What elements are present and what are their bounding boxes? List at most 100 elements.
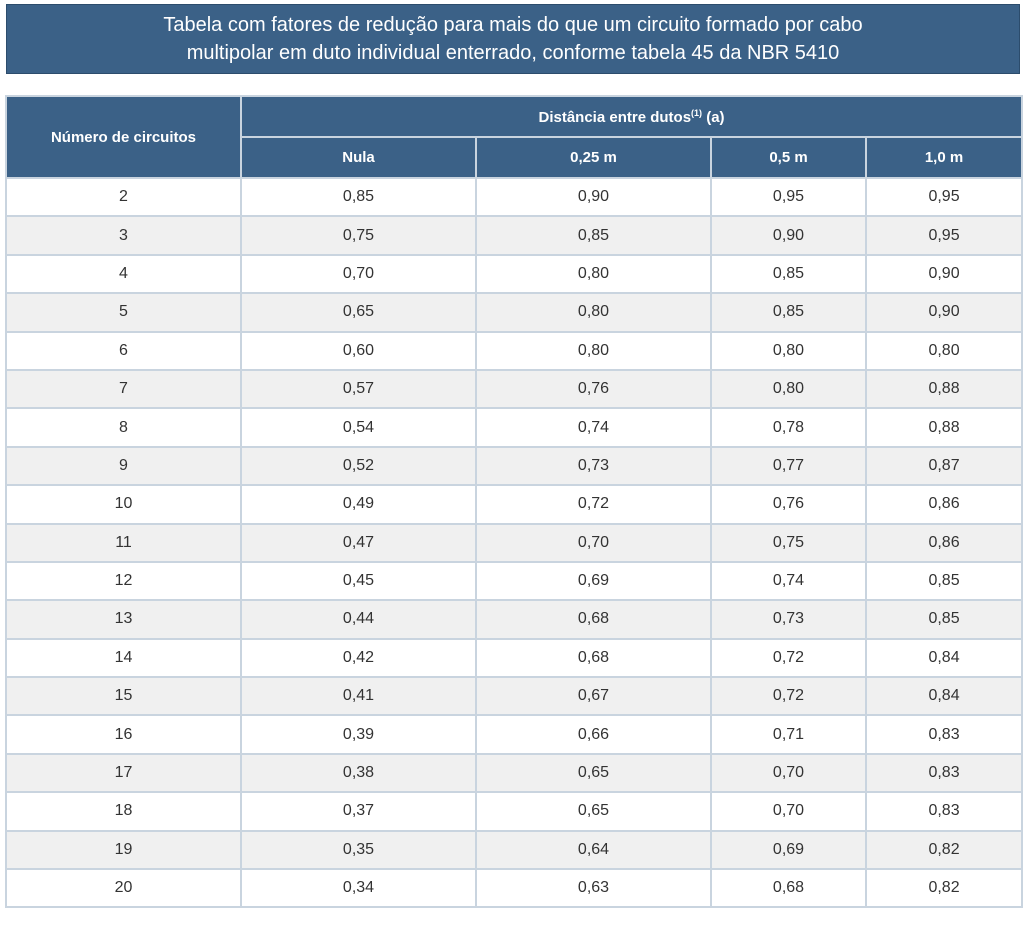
reduction-factor-cell: 0,84 (864, 676, 1024, 717)
circuit-count-cell: 12 (5, 560, 242, 602)
reduction-factor-cell: 0,34 (240, 868, 477, 909)
circuit-count-cell: 14 (5, 637, 242, 679)
circuit-count-cell: 19 (5, 829, 242, 871)
reduction-factor-cell: 0,87 (864, 445, 1024, 487)
reduction-factor-cell: 0,72 (710, 637, 867, 679)
column-header: 0,5 m (710, 136, 867, 179)
column-header: 1,0 m (864, 136, 1024, 179)
reduction-factor-cell: 0,85 (240, 176, 477, 218)
reduction-factor-cell: 0,57 (240, 368, 477, 410)
circuit-count-cell: 4 (5, 253, 242, 295)
reduction-factor-cell: 0,63 (475, 868, 712, 909)
reduction-factor-cell: 0,39 (240, 714, 477, 755)
reduction-factor-cell: 0,80 (864, 330, 1024, 371)
reduction-factor-cell: 0,90 (864, 292, 1024, 333)
circuit-count-cell: 11 (5, 522, 242, 563)
reduction-factor-cell: 0,80 (710, 368, 867, 410)
reduction-factor-cell: 0,44 (240, 599, 477, 640)
reduction-factor-cell: 0,74 (475, 407, 712, 448)
reduction-factor-cell: 0,88 (864, 407, 1024, 448)
reduction-factor-cell: 0,68 (475, 599, 712, 640)
reduction-factor-cell: 0,85 (475, 215, 712, 256)
reduction-factor-cell: 0,64 (475, 829, 712, 871)
table-row: 3 0,75 0,85 0,90 0,95 (5, 215, 1024, 256)
reduction-factor-cell: 0,72 (475, 484, 712, 525)
table-body: 2 0,85 0,90 0,95 0,95 3 0,75 0,85 0,90 0,95 4 0,70 0… (5, 176, 1024, 909)
table-row: 9 0,52 0,73 0,77 0,87 (5, 445, 1024, 487)
reduction-factor-cell: 0,69 (475, 560, 712, 602)
circuit-count-cell: 20 (5, 868, 242, 909)
reduction-factor-cell: 0,67 (475, 676, 712, 717)
reduction-factor-cell: 0,82 (864, 868, 1024, 909)
circuit-count-cell: 6 (5, 330, 242, 371)
table-row: 17 0,38 0,65 0,70 0,83 (5, 752, 1024, 794)
reduction-factor-cell: 0,83 (864, 791, 1024, 832)
reduction-factor-cell: 0,75 (240, 215, 477, 256)
reduction-factor-cell: 0,76 (710, 484, 867, 525)
title-line-1: Tabela com fatores de redução para mais … (163, 14, 863, 36)
reduction-factor-cell: 0,65 (475, 791, 712, 832)
reduction-factor-cell: 0,71 (710, 714, 867, 755)
reduction-factor-cell: 0,42 (240, 637, 477, 679)
reduction-factor-cell: 0,68 (475, 637, 712, 679)
table-row: 6 0,60 0,80 0,80 0,80 (5, 330, 1024, 371)
reduction-factor-cell: 0,65 (475, 752, 712, 794)
reduction-factor-cell: 0,77 (710, 445, 867, 487)
reduction-factor-cell: 0,85 (864, 599, 1024, 640)
header-number-of-circuits: Número de circuitos (5, 95, 242, 179)
reduction-factor-cell: 0,70 (475, 522, 712, 563)
table-row: 10 0,49 0,72 0,76 0,86 (5, 484, 1024, 525)
reduction-factor-cell: 0,78 (710, 407, 867, 448)
table-row: 18 0,37 0,65 0,70 0,83 (5, 791, 1024, 832)
reduction-factor-cell: 0,90 (710, 215, 867, 256)
reduction-factor-cell: 0,88 (864, 368, 1024, 410)
reduction-factor-cell: 0,83 (864, 752, 1024, 794)
table-row: 19 0,35 0,64 0,69 0,82 (5, 829, 1024, 871)
reduction-factor-cell: 0,60 (240, 330, 477, 371)
reduction-factor-cell: 0,72 (710, 676, 867, 717)
reduction-factor-cell: 0,75 (710, 522, 867, 563)
reduction-factor-cell: 0,95 (710, 176, 867, 218)
circuit-count-cell: 8 (5, 407, 242, 448)
reduction-factor-cell: 0,45 (240, 560, 477, 602)
reduction-factor-cell: 0,49 (240, 484, 477, 525)
column-header: 0,25 m (475, 136, 712, 179)
reduction-factor-cell: 0,68 (710, 868, 867, 909)
reduction-factor-cell: 0,86 (864, 522, 1024, 563)
reduction-factor-cell: 0,35 (240, 829, 477, 871)
table-row: 20 0,34 0,63 0,68 0,82 (5, 868, 1024, 909)
reduction-factor-cell: 0,52 (240, 445, 477, 487)
circuit-count-cell: 17 (5, 752, 242, 794)
reduction-factor-cell: 0,85 (864, 560, 1024, 602)
reduction-factor-cell: 0,38 (240, 752, 477, 794)
circuit-count-cell: 7 (5, 368, 242, 410)
reduction-factor-cell: 0,66 (475, 714, 712, 755)
column-header: Nula (240, 136, 477, 179)
table-title: Tabela com fatores de redução para mais … (6, 4, 1020, 74)
reduction-factor-cell: 0,47 (240, 522, 477, 563)
circuit-count-cell: 3 (5, 215, 242, 256)
table-row: 11 0,47 0,70 0,75 0,86 (5, 522, 1024, 563)
reduction-factor-cell: 0,95 (864, 176, 1024, 218)
reduction-factor-cell: 0,83 (864, 714, 1024, 755)
reduction-factor-cell: 0,74 (710, 560, 867, 602)
reduction-factor-cell: 0,80 (475, 330, 712, 371)
reduction-factor-cell: 0,70 (710, 752, 867, 794)
table-row: 2 0,85 0,90 0,95 0,95 (5, 176, 1024, 218)
reduction-factor-cell: 0,86 (864, 484, 1024, 525)
reduction-factor-cell: 0,73 (710, 599, 867, 640)
reduction-factor-cell: 0,80 (475, 292, 712, 333)
reduction-factor-cell: 0,80 (475, 253, 712, 295)
reduction-factor-cell: 0,37 (240, 791, 477, 832)
title-line-2: multipolar em duto individual enterrado,… (186, 42, 840, 64)
reduction-factor-cell: 0,54 (240, 407, 477, 448)
table-row: 8 0,54 0,74 0,78 0,88 (5, 407, 1024, 448)
table-row: 5 0,65 0,80 0,85 0,90 (5, 292, 1024, 333)
reduction-factor-cell: 0,84 (864, 637, 1024, 679)
reduction-factor-cell: 0,80 (710, 330, 867, 371)
reduction-factor-cell: 0,76 (475, 368, 712, 410)
circuit-count-cell: 13 (5, 599, 242, 640)
table-row: 7 0,57 0,76 0,80 0,88 (5, 368, 1024, 410)
reduction-factor-cell: 0,70 (240, 253, 477, 295)
reduction-factor-cell: 0,90 (864, 253, 1024, 295)
